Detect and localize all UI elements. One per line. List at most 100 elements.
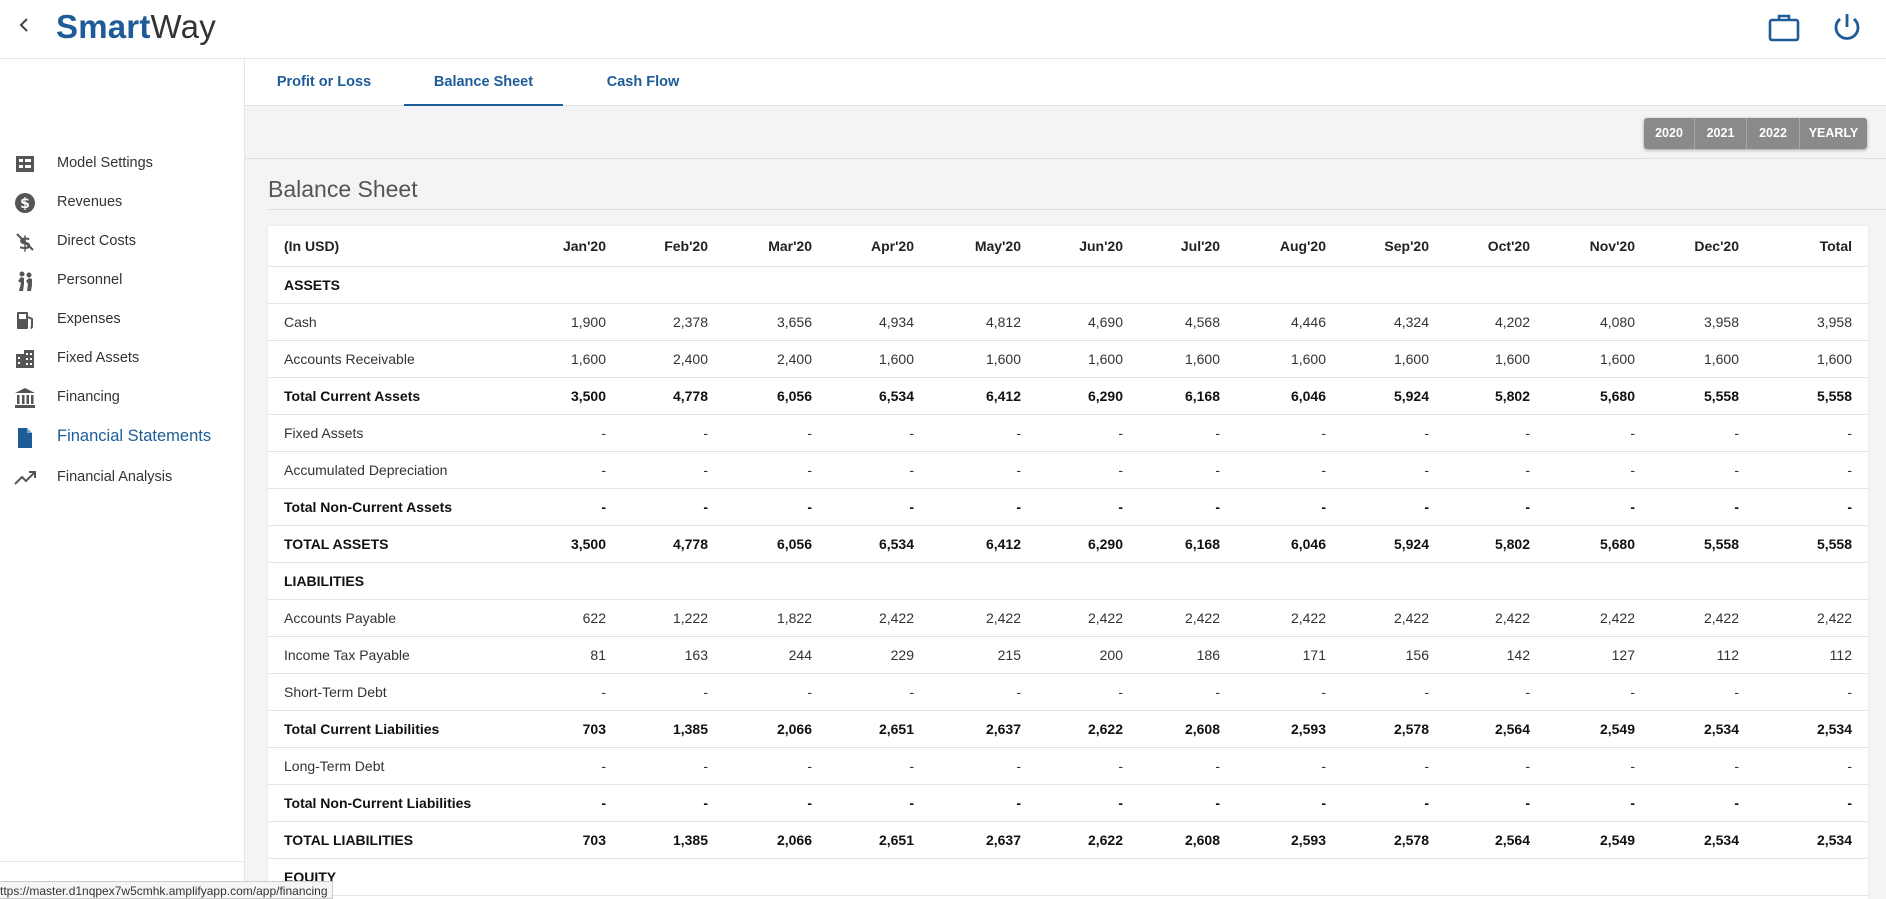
sidebar-item-expenses[interactable]: Expenses: [0, 302, 244, 338]
table-cell: -: [622, 414, 724, 452]
table-cell: 1,600: [1236, 340, 1342, 378]
divider: [245, 158, 1886, 159]
table-cell: -: [1342, 784, 1445, 822]
table-cell: [1651, 266, 1755, 304]
table-cell: 703: [534, 710, 622, 748]
table-cell: 2,400: [622, 340, 724, 378]
tab-balance-sheet[interactable]: Balance Sheet: [404, 59, 563, 106]
briefcase-icon[interactable]: [1766, 9, 1802, 45]
table-cell: 5,802: [1445, 525, 1546, 563]
table-cell: 1,600: [1139, 340, 1236, 378]
sidebar-item-model-settings[interactable]: Model Settings: [0, 146, 244, 182]
sidebar-item-label: Financial Analysis: [57, 469, 173, 485]
table-cell: 244: [724, 636, 828, 674]
column-header: May'20: [930, 226, 1037, 267]
sidebar-item-financial-analysis[interactable]: Financial Analysis: [0, 460, 244, 496]
table-cell: -: [724, 488, 828, 526]
table-cell: -: [1236, 747, 1342, 785]
table-cell: -: [1546, 451, 1651, 489]
table-cell: -: [1139, 784, 1236, 822]
table-row: Total Current Assets 3,500 4,778 6,056 6,534…: [268, 377, 1868, 415]
year-button-yearly[interactable]: YEARLY: [1800, 118, 1867, 149]
table-cell: 2,651: [828, 821, 930, 859]
table-cell: 2,564: [1445, 821, 1546, 859]
table-cell: [1139, 562, 1236, 600]
year-button-2020[interactable]: 2020: [1644, 118, 1695, 149]
table-cell: -: [1445, 414, 1546, 452]
sidebar-item-label: Revenues: [57, 194, 123, 210]
table-cell: 6,168: [1139, 525, 1236, 563]
table-cell: -: [930, 451, 1037, 489]
table-cell: 215: [930, 636, 1037, 674]
table-cell: -: [724, 414, 828, 452]
sidebar-item-financing[interactable]: Financing: [0, 380, 244, 416]
table-cell: -: [1445, 673, 1546, 711]
row-label: Fixed Assets: [268, 414, 534, 452]
table-cell: -: [1236, 488, 1342, 526]
table-cell: -: [1445, 747, 1546, 785]
table-cell: -: [1342, 673, 1445, 711]
table-cell: -: [930, 747, 1037, 785]
column-header: Jan'20: [534, 226, 622, 267]
table-cell: -: [534, 784, 622, 822]
sidebar-item-financial-statements[interactable]: Financial Statements: [0, 420, 244, 456]
table-cell: 6,290: [1037, 377, 1139, 415]
table-cell: 5,680: [1546, 377, 1651, 415]
power-icon[interactable]: [1829, 9, 1865, 45]
table-cell: -: [828, 414, 930, 452]
sidebar-item-direct-costs[interactable]: $ Direct Costs: [0, 224, 244, 260]
sidebar-item-personnel[interactable]: Personnel: [0, 263, 244, 299]
table-cell: 2,422: [828, 599, 930, 637]
tab-cash-flow[interactable]: Cash Flow: [606, 74, 680, 90]
table-cell: 4,568: [1139, 303, 1236, 341]
row-label: Total Non-Current Liabilities: [268, 784, 534, 822]
column-header: Oct'20: [1445, 226, 1546, 267]
table-cell: [1546, 266, 1651, 304]
table-cell: 2,622: [1037, 710, 1139, 748]
table-cell: 156: [1342, 636, 1445, 674]
table-cell: 5,558: [1755, 525, 1868, 563]
app-logo[interactable]: SmartWay: [56, 8, 216, 46]
sidebar-item-label: Expenses: [57, 311, 121, 327]
table-cell: [1651, 858, 1755, 896]
table-cell: -: [1651, 747, 1755, 785]
table-cell: 1,385: [622, 710, 724, 748]
table-cell: -: [1755, 488, 1868, 526]
table-cell: 1,600: [1755, 340, 1868, 378]
divider: [268, 209, 1886, 210]
sidebar-item-fixed-assets[interactable]: Fixed Assets: [0, 341, 244, 377]
table-cell: 4,324: [1342, 303, 1445, 341]
table-cell: 2,564: [1445, 710, 1546, 748]
sidebar-item-revenues[interactable]: $ Revenues: [0, 185, 244, 221]
table-cell: -: [1755, 747, 1868, 785]
table-cell: 1,600: [1546, 340, 1651, 378]
table-cell: 5,680: [1546, 525, 1651, 563]
table-cell: 1,822: [724, 599, 828, 637]
table-row: Cash 1,900 2,378 3,656 4,934 4,812 4,690 4,568 4…: [268, 303, 1868, 341]
statement-tabs: Profit or Loss Balance Sheet Cash Flow: [245, 59, 1886, 106]
table-cell: 2,534: [1755, 821, 1868, 859]
table-cell: [930, 266, 1037, 304]
personnel-icon: [18, 271, 32, 291]
table-row: TOTAL ASSETS 3,500 4,778 6,056 6,534 6,412 6,2…: [268, 525, 1868, 563]
table-cell: 6,046: [1236, 525, 1342, 563]
table-section-row: LIABILITIES: [268, 562, 1868, 600]
tab-profit-or-loss[interactable]: Profit or Loss: [276, 74, 372, 90]
table-cell: -: [1651, 451, 1755, 489]
chevron-left-icon[interactable]: [14, 14, 36, 36]
row-label: Accumulated Depreciation: [268, 451, 534, 489]
main-content: 2020 2021 2022 YEARLY Balance Sheet (In …: [245, 106, 1886, 899]
table-cell: -: [1651, 488, 1755, 526]
table-section-row: EQUITY: [268, 858, 1868, 896]
year-button-2022[interactable]: 2022: [1747, 118, 1800, 149]
table-cell: 6,168: [1139, 377, 1236, 415]
row-label: Long-Term Debt: [268, 747, 534, 785]
year-button-2021[interactable]: 2021: [1695, 118, 1747, 149]
table-cell: -: [1139, 451, 1236, 489]
table-cell: 2,637: [930, 821, 1037, 859]
table-cell: [724, 562, 828, 600]
table-cell: 2,422: [1755, 599, 1868, 637]
table-cell: [1037, 858, 1139, 896]
trend-icon: [14, 471, 36, 485]
table-cell: -: [1139, 673, 1236, 711]
